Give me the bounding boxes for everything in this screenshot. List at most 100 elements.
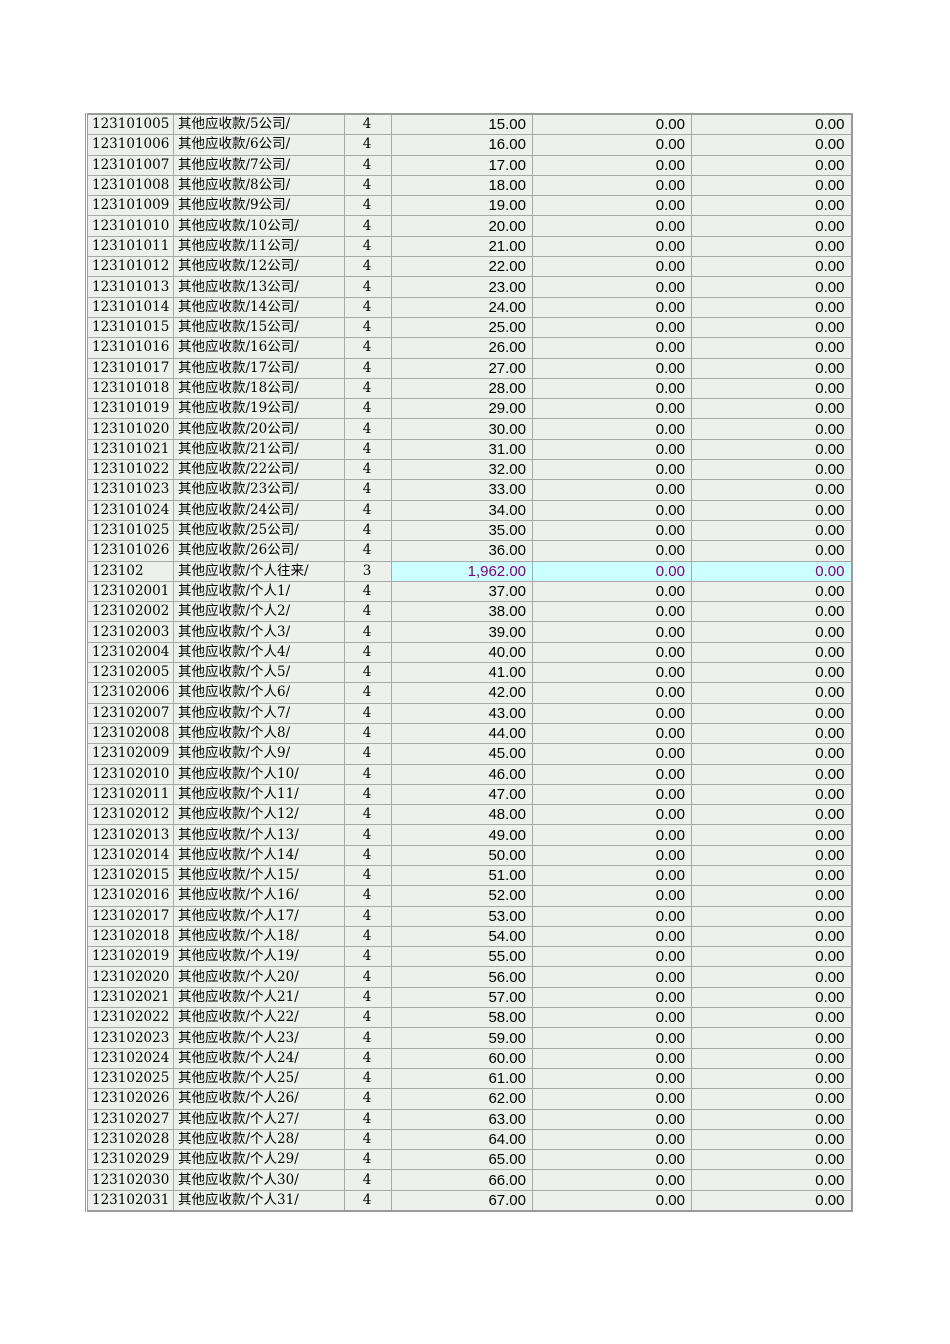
value-cell-2: 0.00: [532, 580, 692, 603]
value-cell-3: 0.00: [691, 418, 852, 440]
level-cell: 4: [344, 418, 392, 440]
amount-cell: 31.00: [391, 438, 533, 461]
account-name-cell: 其他应收款/个人2/: [173, 601, 345, 623]
level-cell: 4: [344, 864, 392, 887]
value-cell-3: 0.00: [691, 377, 852, 400]
value-cell-2: 0.00: [532, 519, 692, 542]
level-cell: 4: [344, 337, 392, 359]
value-cell-3: 0.00: [691, 215, 852, 237]
account-name-cell: 其他应收款/16公司/: [173, 337, 345, 359]
account-code-cell: 123102002: [86, 601, 174, 623]
amount-cell: 45.00: [391, 743, 533, 765]
table-row: 123102001 其他应收款/个人1/4 37.00 0.00 0.00: [86, 580, 852, 603]
account-code-cell: 123101010: [86, 215, 174, 237]
account-name-cell: 其他应收款/个人9/: [173, 743, 345, 765]
account-name-cell: 其他应收款/14公司/: [173, 296, 345, 318]
value-cell-2: 0.00: [532, 885, 692, 907]
level-cell: 4: [344, 1067, 392, 1090]
value-cell-3: 0.00: [691, 316, 852, 339]
value-cell-2: 0.00: [532, 337, 692, 359]
value-cell-2: 0.00: [532, 804, 692, 826]
account-code-cell: 123102028: [86, 1128, 174, 1151]
table-row: 123101017 其他应收款/17公司/4 27.00 0.00 0.00: [86, 357, 852, 379]
level-cell: 4: [344, 641, 392, 664]
table-row: 123101020 其他应收款/20公司/4 30.00 0.00 0.00: [86, 418, 852, 440]
account-name-cell: 其他应收款/个人21/: [173, 986, 345, 1009]
value-cell-3: 0.00: [691, 1007, 852, 1029]
table-row: 123102 其他应收款/个人往来/3 1,962.00 0.00 0.00: [86, 560, 852, 582]
value-cell-2: 0.00: [532, 743, 692, 765]
table-row: 123102022 其他应收款/个人22/4 58.00 0.00 0.00: [86, 1007, 852, 1029]
level-cell: 4: [344, 986, 392, 1009]
value-cell-3: 0.00: [691, 499, 852, 521]
level-cell: 4: [344, 905, 392, 927]
value-cell-3: 0.00: [691, 357, 852, 379]
table-row: 123101008 其他应收款/8公司/4 18.00 0.00 0.00: [86, 174, 852, 197]
value-cell-2: 0.00: [532, 1027, 692, 1049]
amount-cell: 23.00: [391, 276, 533, 298]
level-cell: 4: [344, 357, 392, 379]
amount-cell: 61.00: [391, 1067, 533, 1090]
account-name-cell: 其他应收款/个人29/: [173, 1149, 345, 1171]
account-name-cell: 其他应收款/个人7/: [173, 702, 345, 724]
account-code-cell: 123101020: [86, 418, 174, 440]
account-code-cell: 123101005: [86, 113, 174, 136]
account-name-cell: 其他应收款/22公司/: [173, 459, 345, 481]
account-code-cell: 123102011: [86, 783, 174, 806]
account-code-cell: 123102016: [86, 885, 174, 907]
amount-cell: 46.00: [391, 763, 533, 785]
level-cell: 4: [344, 195, 392, 217]
value-cell-2: 0.00: [532, 316, 692, 339]
value-cell-3: 0.00: [691, 113, 852, 136]
amount-cell: 53.00: [391, 905, 533, 927]
amount-cell: 19.00: [391, 195, 533, 217]
account-code-cell: 123102010: [86, 763, 174, 785]
level-cell: 4: [344, 946, 392, 968]
value-cell-2: 0.00: [532, 195, 692, 217]
account-code-cell: 123101018: [86, 377, 174, 400]
amount-cell: 35.00: [391, 519, 533, 542]
value-cell-3: 0.00: [691, 986, 852, 1009]
account-code-cell: 123102024: [86, 1047, 174, 1069]
value-cell-3: 0.00: [691, 763, 852, 785]
account-code-cell: 123102001: [86, 580, 174, 603]
account-name-cell: 其他应收款/13公司/: [173, 276, 345, 298]
value-cell-3: 0.00: [691, 885, 852, 907]
table-row: 123102024 其他应收款/个人24/4 60.00 0.00 0.00: [86, 1047, 852, 1069]
value-cell-3: 0.00: [691, 966, 852, 988]
value-cell-3: 0.00: [691, 905, 852, 927]
amount-cell: 37.00: [391, 580, 533, 603]
amount-cell: 36.00: [391, 540, 533, 562]
account-code-cell: 123101019: [86, 398, 174, 420]
value-cell-3: 0.00: [691, 621, 852, 643]
value-cell-3: 0.00: [691, 580, 852, 603]
level-cell: 4: [344, 256, 392, 278]
amount-cell: 42.00: [391, 682, 533, 704]
account-name-cell: 其他应收款/21公司/: [173, 438, 345, 461]
amount-cell: 15.00: [391, 113, 533, 136]
account-name-cell: 其他应收款/个人12/: [173, 804, 345, 826]
account-name-cell: 其他应收款/24公司/: [173, 499, 345, 521]
value-cell-2: 0.00: [532, 1088, 692, 1110]
account-name-cell: 其他应收款/个人5/: [173, 662, 345, 684]
account-name-cell: 其他应收款/23公司/: [173, 479, 345, 501]
account-code-cell: 123102014: [86, 844, 174, 866]
account-code-cell: 123101024: [86, 499, 174, 521]
value-cell-2: 0.00: [532, 1007, 692, 1029]
table-row: 123102018 其他应收款/个人18/4 54.00 0.00 0.00: [86, 925, 852, 948]
value-cell-3: 0.00: [691, 560, 852, 582]
account-code-cell: 123102007: [86, 702, 174, 724]
table-row: 123102002 其他应收款/个人2/4 38.00 0.00 0.00: [86, 601, 852, 623]
amount-cell: 16.00: [391, 134, 533, 156]
value-cell-3: 0.00: [691, 743, 852, 765]
account-name-cell: 其他应收款/个人8/: [173, 722, 345, 745]
level-cell: 4: [344, 235, 392, 258]
account-name-cell: 其他应收款/个人1/: [173, 580, 345, 603]
account-name-cell: 其他应收款/个人15/: [173, 864, 345, 887]
value-cell-3: 0.00: [691, 235, 852, 258]
account-name-cell: 其他应收款/17公司/: [173, 357, 345, 379]
table-row: 123101025 其他应收款/25公司/4 35.00 0.00 0.00: [86, 519, 852, 542]
amount-cell: 59.00: [391, 1027, 533, 1049]
value-cell-2: 0.00: [532, 377, 692, 400]
amount-cell: 30.00: [391, 418, 533, 440]
